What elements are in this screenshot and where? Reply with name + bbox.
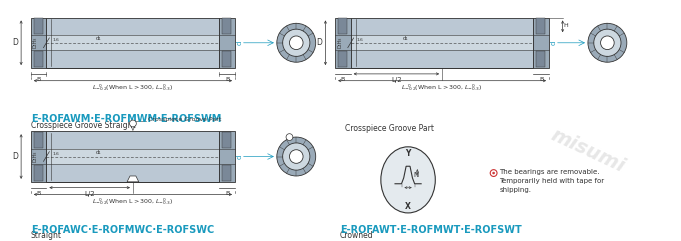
Text: B: B — [539, 77, 543, 82]
Bar — [46, 131, 219, 182]
Circle shape — [283, 143, 310, 170]
Bar — [351, 18, 533, 68]
Text: B: B — [225, 77, 229, 82]
Bar — [338, 51, 347, 67]
Text: D: D — [12, 38, 18, 47]
Text: D₁H₈: D₁H₈ — [33, 37, 37, 48]
Circle shape — [289, 36, 303, 50]
Bar — [351, 18, 533, 35]
Circle shape — [490, 170, 497, 176]
Text: X: X — [405, 202, 411, 211]
Bar — [223, 165, 231, 181]
Text: L/2: L/2 — [391, 77, 402, 83]
Bar — [533, 18, 549, 68]
Text: d: d — [551, 40, 557, 45]
Bar — [46, 18, 219, 68]
Bar — [223, 51, 231, 67]
Text: $L_{-0.2}^{\ \ 0}$(When L$>$300, $L_{-0.3}^{\ \ 0}$): $L_{-0.2}^{\ \ 0}$(When L$>$300, $L_{-0.… — [401, 83, 483, 94]
Bar — [223, 19, 231, 34]
Text: 1.6: 1.6 — [52, 38, 59, 42]
Circle shape — [286, 134, 293, 141]
Bar — [46, 131, 219, 182]
Text: E-ROFAWM·E-ROFMWM·E-ROFSWM: E-ROFAWM·E-ROFMWM·E-ROFSWM — [31, 114, 221, 124]
Text: B: B — [340, 77, 345, 82]
Bar — [34, 51, 42, 67]
Bar — [46, 18, 219, 68]
Bar — [219, 131, 235, 182]
Text: $L_{-0.2}^{\ \ 0}$(When L$>$300, $L_{-0.3}^{\ \ 0}$): $L_{-0.2}^{\ \ 0}$(When L$>$300, $L_{-0.… — [92, 196, 174, 207]
Text: d: d — [237, 40, 243, 45]
Circle shape — [594, 29, 621, 56]
Bar — [351, 18, 533, 68]
Bar — [223, 132, 231, 148]
Bar — [537, 51, 545, 67]
Text: E-ROFAWC·E-ROFMWC·E-ROFSWC: E-ROFAWC·E-ROFMWC·E-ROFSWC — [31, 225, 214, 234]
Bar — [335, 18, 351, 68]
Text: d₁: d₁ — [95, 36, 101, 41]
Bar — [31, 18, 46, 68]
Bar — [351, 50, 533, 68]
Text: N: N — [413, 172, 418, 178]
Bar — [46, 164, 219, 182]
Text: Crowned: Crowned — [340, 231, 374, 240]
Text: D: D — [12, 152, 18, 161]
Text: 1.6: 1.6 — [52, 152, 59, 155]
Text: 1.6: 1.6 — [357, 38, 364, 42]
Bar — [34, 132, 42, 148]
Bar — [219, 18, 235, 68]
Text: d: d — [237, 154, 243, 159]
Circle shape — [283, 29, 310, 56]
Polygon shape — [127, 176, 139, 182]
Circle shape — [289, 150, 303, 163]
Text: The bearings are removable.
Temporarily held with tape for
shipping.: The bearings are removable. Temporarily … — [499, 169, 605, 193]
Text: d₁: d₁ — [402, 36, 409, 41]
Text: misumi: misumi — [548, 125, 628, 176]
Text: Y: Y — [405, 149, 411, 158]
Bar — [34, 19, 42, 34]
Ellipse shape — [381, 147, 435, 213]
Circle shape — [276, 137, 316, 176]
Text: B: B — [37, 77, 41, 82]
Circle shape — [276, 23, 316, 62]
Text: Straight: Straight — [31, 231, 62, 240]
Text: D₁H₈: D₁H₈ — [33, 151, 37, 162]
Circle shape — [601, 36, 614, 50]
Text: H: H — [564, 23, 569, 27]
Text: D: D — [317, 38, 323, 47]
Bar — [34, 165, 42, 181]
Bar — [46, 131, 219, 149]
Bar — [31, 131, 46, 182]
Text: Crosspiece Groove Straight: Crosspiece Groove Straight — [31, 120, 136, 130]
Text: D₁H₈: D₁H₈ — [337, 37, 342, 48]
Circle shape — [588, 23, 627, 62]
Bar — [537, 19, 545, 34]
Text: B: B — [225, 191, 229, 195]
Text: B: B — [37, 191, 41, 195]
Text: L/2: L/2 — [84, 191, 95, 197]
Text: E-ROFAWT·E-ROFMWT·E-ROFSWT: E-ROFAWT·E-ROFMWT·E-ROFSWT — [340, 225, 522, 234]
Circle shape — [492, 172, 494, 174]
Bar — [46, 50, 219, 68]
Text: $L_{-0.2}^{\ \ 0}$(When L$>$300, $L_{-0.3}^{\ \ 0}$): $L_{-0.2}^{\ \ 0}$(When L$>$300, $L_{-0.… — [92, 83, 174, 94]
Bar — [46, 18, 219, 35]
Circle shape — [129, 120, 136, 127]
Text: Crosspiece Groove Part: Crosspiece Groove Part — [345, 124, 434, 134]
Text: d₁: d₁ — [95, 150, 101, 155]
Bar — [338, 19, 347, 34]
Text: Crosspiece Groove Part: Crosspiece Groove Part — [148, 117, 221, 121]
